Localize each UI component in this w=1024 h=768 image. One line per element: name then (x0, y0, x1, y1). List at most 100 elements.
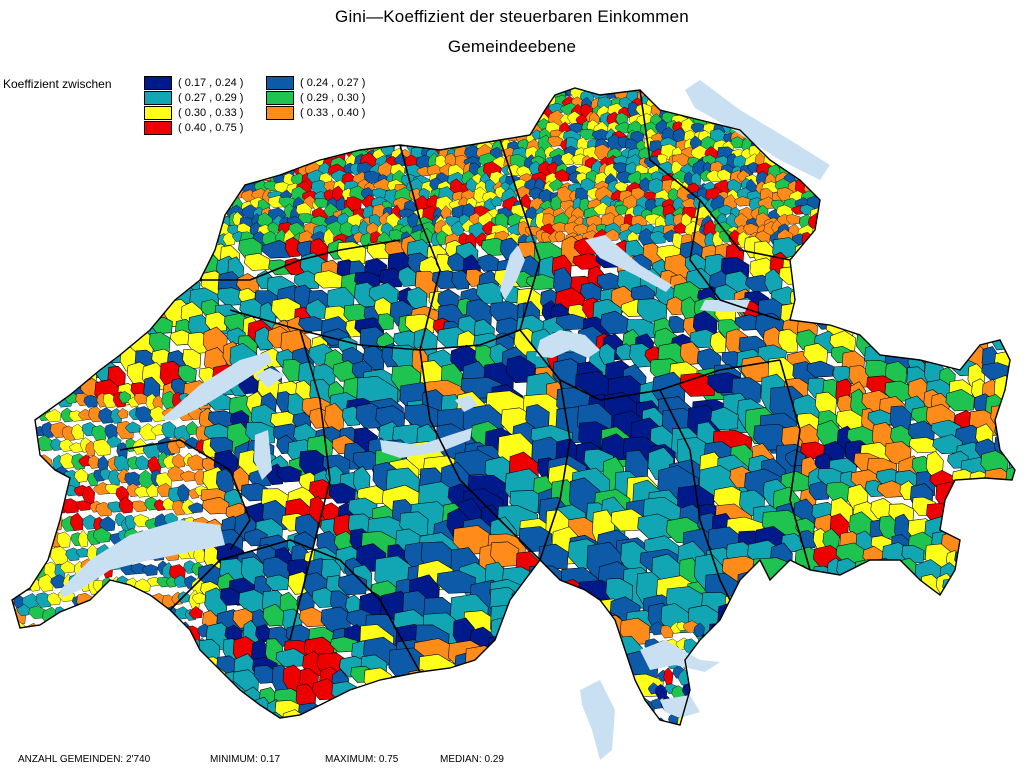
municipality (247, 122, 262, 134)
municipality (50, 129, 65, 141)
municipality (19, 157, 33, 169)
municipality (872, 696, 894, 722)
municipality (959, 713, 980, 725)
municipality (169, 122, 188, 141)
municipality (840, 623, 859, 645)
municipality (12, 231, 27, 246)
municipality (135, 126, 149, 143)
municipality (64, 199, 83, 213)
municipality (176, 145, 195, 161)
municipality (931, 695, 953, 719)
municipality (281, 94, 295, 111)
municipality (941, 625, 964, 655)
municipality (930, 711, 953, 725)
municipality (955, 155, 978, 184)
municipality (138, 713, 152, 725)
municipality (54, 196, 71, 209)
municipality (140, 198, 153, 218)
municipality (20, 119, 35, 135)
municipality (866, 151, 894, 175)
municipality (983, 144, 1008, 173)
municipality (66, 255, 92, 276)
municipality (70, 512, 84, 531)
municipality (70, 102, 88, 114)
municipality (16, 603, 31, 617)
canton-border-5 (659, 389, 731, 601)
municipality (123, 98, 142, 113)
municipality (574, 655, 608, 688)
municipality (117, 651, 137, 670)
municipality (21, 223, 40, 242)
municipality (65, 88, 80, 90)
municipality (866, 712, 884, 725)
municipality (341, 104, 358, 119)
municipality (29, 117, 40, 137)
municipality (941, 88, 967, 101)
municipality (120, 295, 138, 319)
municipality (33, 334, 62, 352)
municipality (811, 92, 829, 106)
municipality (201, 93, 217, 111)
municipality (29, 224, 48, 236)
municipality (945, 684, 968, 702)
municipality (30, 174, 48, 192)
municipality (123, 188, 138, 204)
municipality (12, 174, 17, 190)
municipality (744, 737, 786, 760)
municipality (871, 574, 896, 593)
municipality (825, 227, 846, 256)
municipality (893, 209, 919, 228)
municipality (933, 88, 958, 107)
municipality (70, 122, 83, 140)
municipality (827, 222, 846, 242)
municipality (468, 686, 495, 725)
municipality (78, 286, 100, 310)
municipality (987, 131, 1004, 164)
municipality (60, 330, 83, 353)
municipality (648, 88, 663, 102)
municipality (24, 103, 41, 120)
municipality (276, 90, 293, 103)
municipality (151, 197, 163, 215)
municipality (303, 732, 325, 760)
municipality (996, 153, 1013, 174)
municipality (36, 531, 52, 544)
municipality (1, 453, 11, 471)
municipality (479, 109, 492, 125)
municipality (219, 587, 241, 606)
municipality (129, 715, 143, 725)
municipality (937, 318, 959, 351)
municipality (967, 162, 992, 190)
municipality (957, 88, 985, 107)
lake-7 (585, 235, 672, 292)
municipality (342, 121, 361, 134)
municipality (958, 619, 979, 637)
municipality (870, 557, 899, 587)
municipality (130, 181, 147, 197)
municipality (412, 88, 428, 101)
municipality (158, 687, 173, 698)
municipality (19, 299, 40, 332)
municipality (882, 288, 901, 317)
municipality (173, 104, 189, 123)
municipality (540, 231, 552, 244)
municipality (851, 313, 869, 336)
municipality (27, 452, 45, 469)
municipality (12, 470, 13, 488)
municipality (20, 482, 39, 501)
municipality (854, 166, 876, 187)
municipality (961, 579, 982, 607)
municipality (121, 670, 137, 685)
municipality (944, 632, 966, 662)
municipality (355, 88, 367, 98)
municipality (843, 186, 870, 215)
municipality (131, 118, 146, 139)
municipality (863, 88, 882, 102)
municipality (20, 136, 32, 154)
municipality (214, 96, 230, 114)
municipality (0, 700, 11, 719)
municipality (874, 147, 896, 167)
municipality (239, 152, 252, 165)
municipality (905, 236, 925, 261)
municipality (863, 121, 890, 141)
